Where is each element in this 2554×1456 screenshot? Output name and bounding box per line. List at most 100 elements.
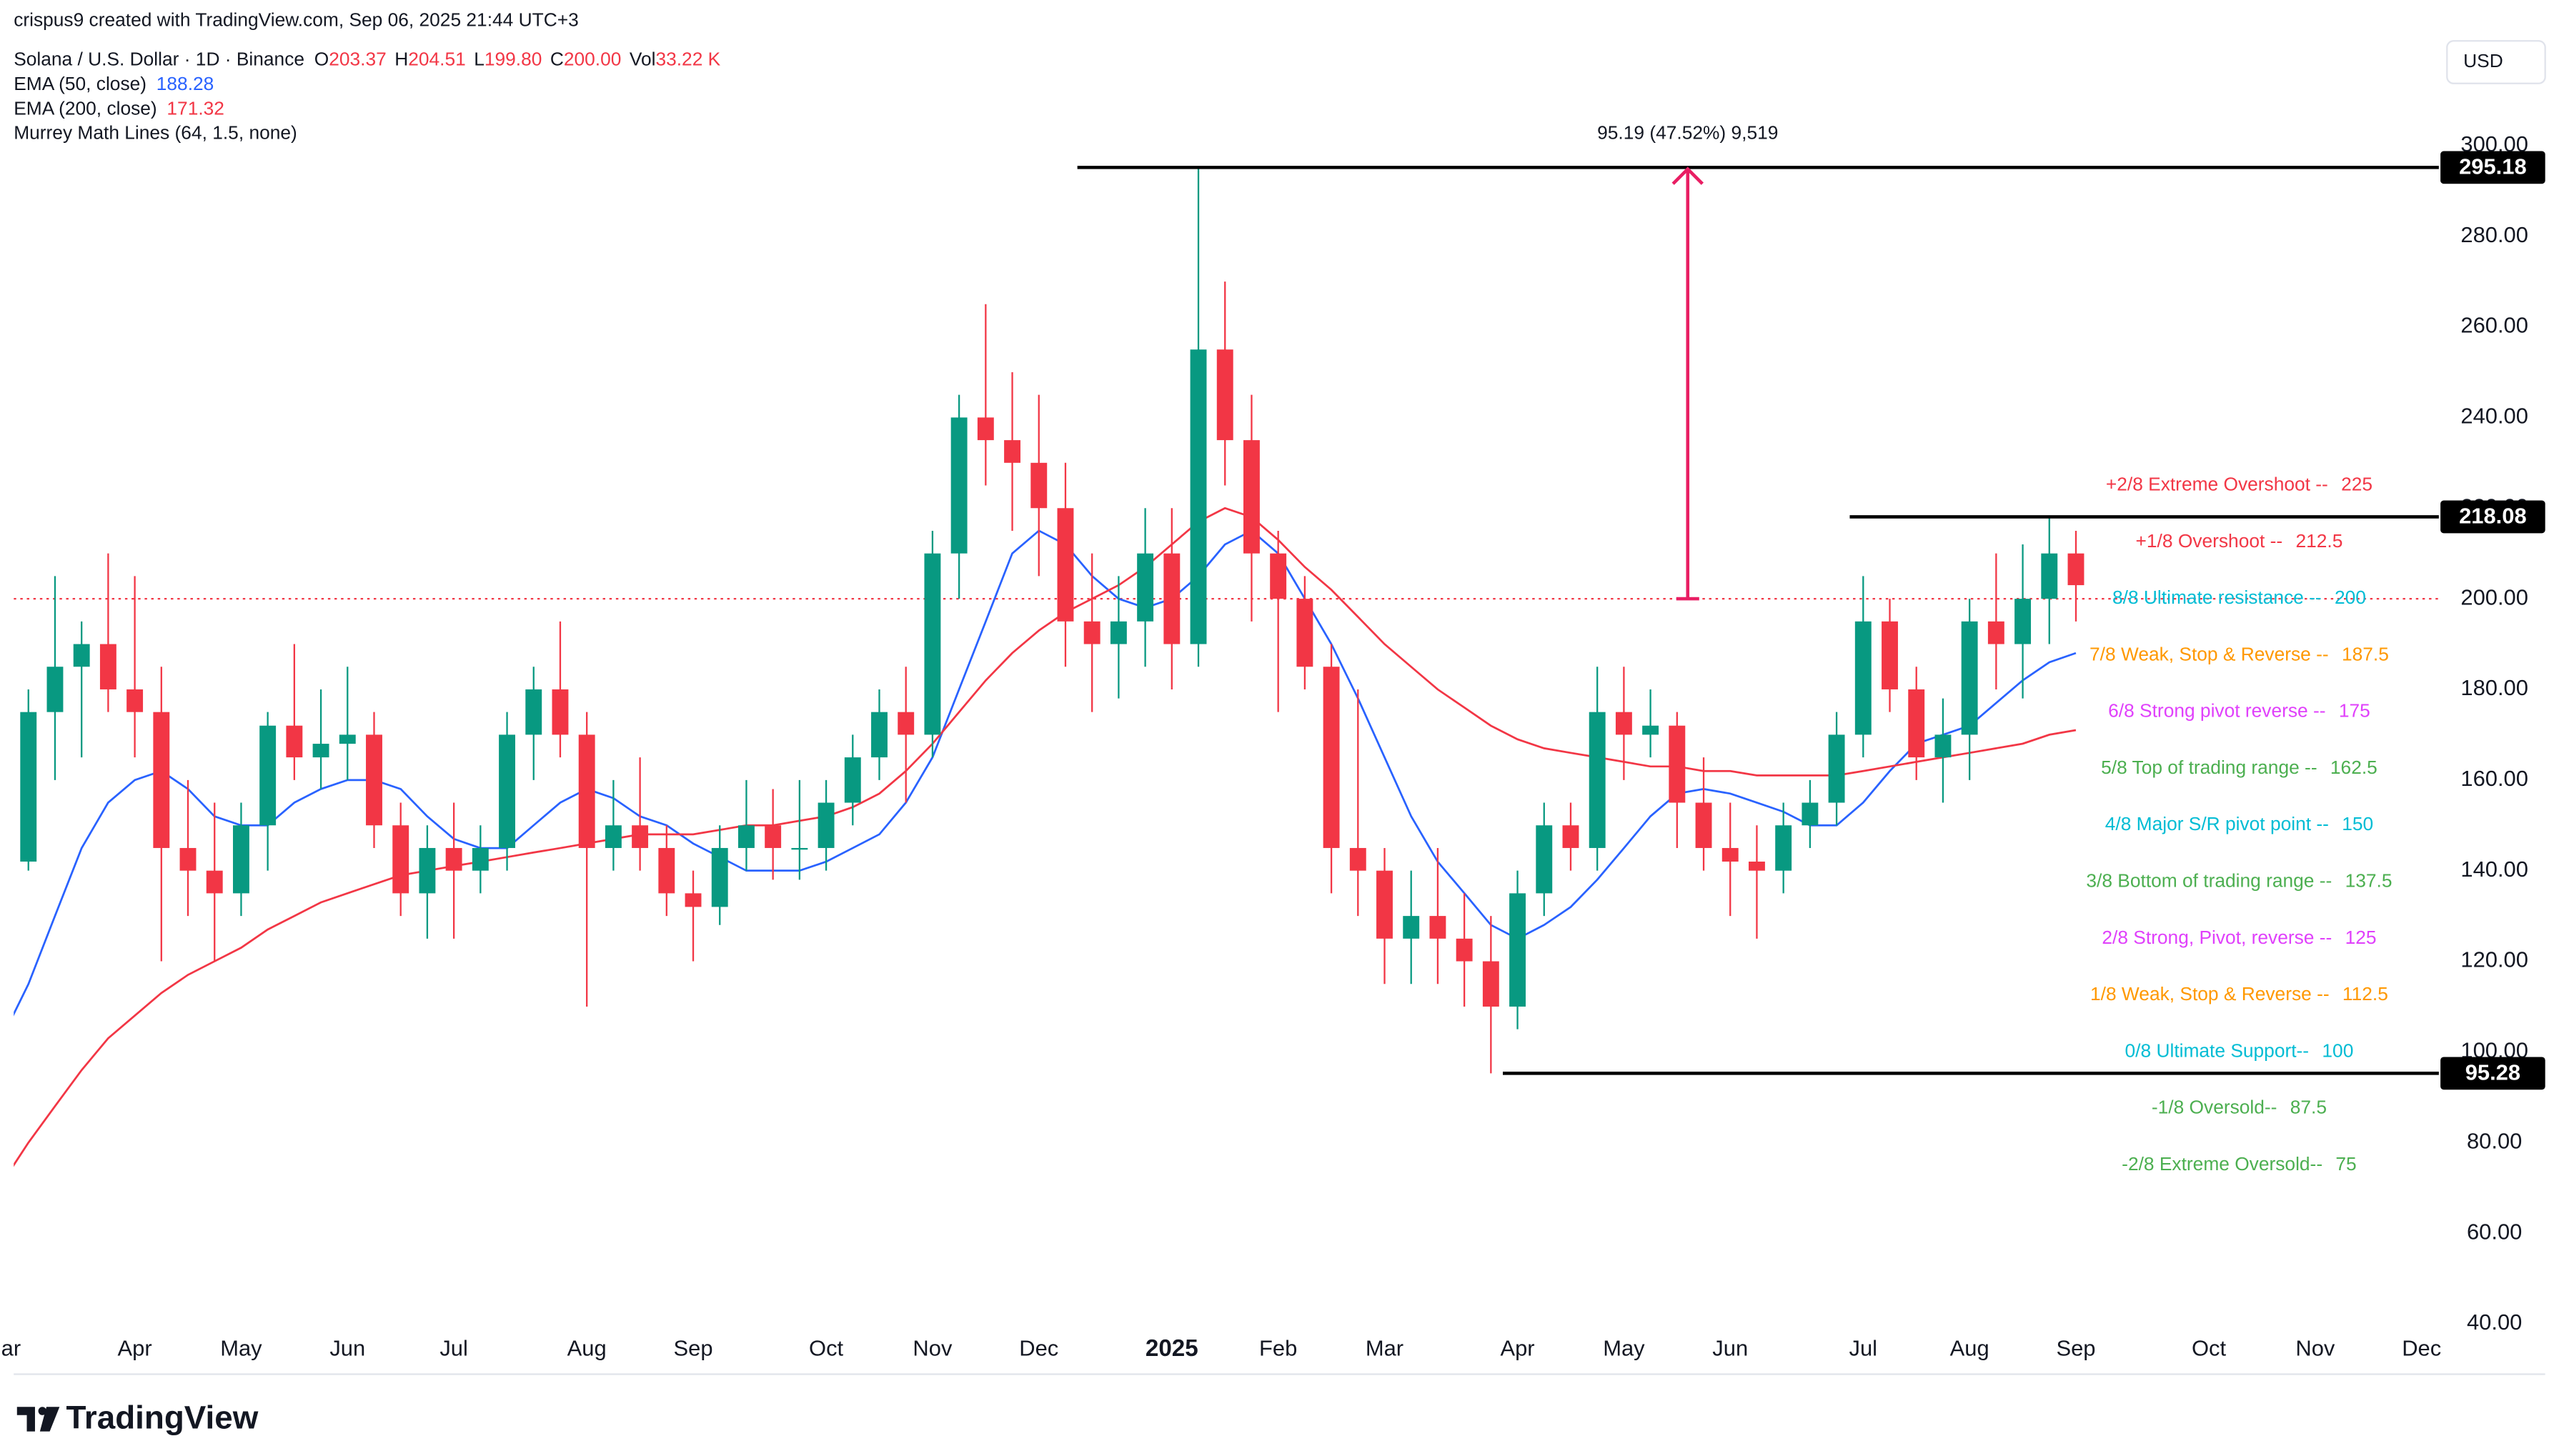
logo: [16, 1407, 60, 1432]
murrey-label: +1/8 Overshoot --: [2136, 530, 2283, 552]
candle-body: [1934, 734, 1952, 758]
candle-body: [1482, 961, 1499, 1007]
candle-body: [1987, 621, 2004, 644]
measure-label: 95.19 (47.52%) 9,519: [1597, 122, 1778, 144]
murrey-value: 175: [2339, 700, 2370, 722]
x-tick-label: Oct: [809, 1335, 843, 1360]
candle-body: [605, 825, 622, 848]
candle-body: [632, 825, 649, 848]
currency-box[interactable]: [2446, 40, 2546, 84]
currency: USD: [2463, 50, 2503, 71]
x-tick-label: Aug: [1950, 1335, 1989, 1360]
ohlc-value: 203.37: [329, 49, 387, 70]
candle-body: [1004, 440, 1021, 463]
candle-body: [445, 847, 462, 871]
candle-body: [366, 734, 382, 826]
y-tick-label: 260.00: [2460, 313, 2528, 338]
candle-body: [179, 847, 197, 871]
candle-body: [126, 689, 144, 712]
candle-body: [1403, 916, 1420, 939]
candle-body: [1323, 667, 1340, 848]
x-tick-label: Sep: [2056, 1335, 2095, 1360]
x-tick-label: Jul: [1849, 1335, 1878, 1360]
candle-body: [499, 734, 516, 848]
y-tick-label: 120.00: [2460, 947, 2528, 972]
candle-body: [2067, 553, 2085, 586]
price-tag: [2440, 151, 2545, 184]
murrey-label: 2/8 Strong, Pivot, reverse --: [2102, 927, 2332, 948]
murrey-value: 187.5: [2342, 643, 2389, 664]
candle-body: [1854, 621, 1872, 735]
ema-line: [14, 507, 2077, 1167]
candle-body: [1296, 599, 1313, 667]
murrey-value: 87.5: [2290, 1097, 2327, 1118]
candle-body: [1243, 440, 1260, 554]
murrey-value: 225: [2341, 473, 2372, 494]
legend-symbol-line: Solana / U.S. Dollar · 1D · Binance O203.…: [14, 49, 720, 70]
candle-body: [1349, 847, 1366, 871]
candle-body: [1721, 847, 1739, 862]
symbol: Solana / U.S. Dollar · 1D · Binance: [14, 49, 304, 70]
candle-body: [924, 553, 941, 735]
header: crispus9 created with TradingView.com, S…: [14, 9, 579, 31]
ohlc-value: 199.80: [485, 49, 542, 70]
candle-body: [1642, 725, 1659, 735]
x-tick-label: Oct: [2192, 1335, 2226, 1360]
measure-arrowhead: [1671, 166, 1704, 185]
candle-body: [259, 725, 277, 826]
x-tick-label: Jul: [439, 1335, 468, 1360]
murrey-value: 162.5: [2330, 757, 2377, 778]
candle-body: [46, 667, 64, 712]
candle-body: [898, 712, 915, 735]
candle-body: [1802, 802, 1819, 826]
ohlc-key: H: [394, 49, 408, 70]
candle-body: [232, 825, 249, 894]
x-tick-label: Dec: [2402, 1335, 2441, 1360]
indicator-name: EMA (50, close): [14, 73, 146, 94]
murrey-value: 212.5: [2295, 530, 2342, 552]
ohlc-value: 200.00: [564, 49, 622, 70]
candle-body: [286, 725, 303, 758]
candle-body: [1828, 734, 1845, 803]
murrey-value: 100: [2322, 1039, 2353, 1061]
candle-body: [73, 644, 90, 667]
x-tick-label: May: [1603, 1335, 1645, 1360]
y-tick-label: 40.00: [2467, 1310, 2522, 1335]
candle-body: [950, 417, 968, 554]
murrey-level: +1/8 Overshoot -- 212.5: [2136, 530, 2343, 552]
candle-body: [1083, 621, 1100, 644]
price-tag: [2440, 500, 2545, 534]
x-tick-label: Jun: [1712, 1335, 1748, 1360]
candle-body: [1669, 725, 1686, 803]
candle-body: [791, 847, 808, 850]
legend-indicator: Murrey Math Lines (64, 1.5, none): [14, 122, 297, 144]
murrey-level: +2/8 Extreme Overshoot -- 225: [2106, 473, 2372, 494]
x-tick-label: Dec: [1019, 1335, 1058, 1360]
price-tag-label: 218.08: [2459, 504, 2527, 529]
x-tick-label: Mar: [0, 1335, 21, 1360]
candle-body: [765, 825, 782, 848]
candle-body: [711, 847, 728, 907]
indicator-value: 171.32: [167, 97, 224, 119]
candle-body: [99, 644, 116, 689]
candle-body: [1137, 553, 1154, 622]
candle-body: [339, 734, 356, 744]
candle-body: [1961, 621, 1978, 735]
murrey-value: 137.5: [2345, 869, 2392, 891]
murrey-level: -2/8 Extreme Oversold-- 75: [2122, 1153, 2357, 1175]
candle-body: [2041, 553, 2058, 599]
murrey-level: 4/8 Major S/R pivot point -- 150: [2105, 813, 2373, 834]
murrey-value: 75: [2335, 1153, 2356, 1175]
x-tick-label: Nov: [2295, 1335, 2335, 1360]
candle-body: [1695, 802, 1712, 848]
x-tick-label: Jun: [329, 1335, 365, 1360]
candle-body: [552, 689, 569, 735]
murrey-level: 7/8 Weak, Stop & Reverse -- 187.5: [2090, 643, 2389, 664]
murrey-label: 5/8 Top of trading range --: [2101, 757, 2317, 778]
indicator-name: EMA (200, close): [14, 97, 156, 119]
candle-body: [472, 847, 489, 871]
brand: TradingView: [66, 1400, 258, 1436]
x-tick-label: Feb: [1259, 1335, 1297, 1360]
